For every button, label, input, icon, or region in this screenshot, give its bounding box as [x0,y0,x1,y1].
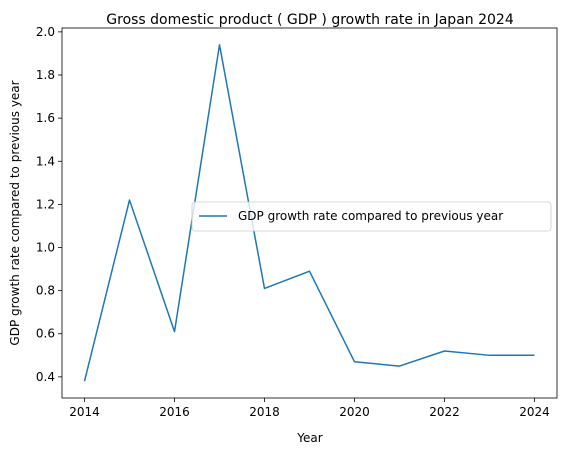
x-tick-label: 2022 [429,405,460,419]
data-point-2022 [443,350,446,353]
y-axis-label: GDP growth rate compared to previous yea… [8,80,22,345]
data-point-2023 [488,354,491,357]
plot-frame [61,27,558,399]
chart-title: Gross domestic product ( GDP ) growth ra… [106,12,514,28]
series-layer [83,43,536,383]
x-tick-label: 2020 [339,405,370,419]
y-tick-label: 1.8 [36,68,55,82]
x-tick-label: 2016 [159,405,190,419]
y-tick-label: 1.2 [36,197,55,211]
y-tick-label: 0.8 [36,284,55,298]
data-point-2018 [263,287,266,290]
data-point-2017 [218,43,221,46]
y-tick-label: 1.4 [36,154,55,168]
x-tick-label: 2018 [249,405,280,419]
data-point-2024 [533,354,536,357]
x-axis-label: Year [296,431,322,445]
data-point-2019 [308,270,311,273]
legend-box [191,201,552,232]
data-point-2014 [83,380,86,383]
data-point-2016 [173,330,176,333]
data-point-2020 [353,360,356,363]
y-tick-label: 2.0 [36,25,55,39]
y-axis-ticks: 0.4 0.6 0.8 1.0 1.2 1.4 1.6 1.8 2.0 [36,25,62,384]
data-point-2015 [128,199,131,202]
series-line-0 [83,44,535,382]
x-axis-ticks: 2014 2016 2018 2020 2022 2024 [69,398,550,419]
x-tick-label: 2014 [69,405,100,419]
y-tick-label: 0.6 [36,327,55,341]
legend-label: GDP growth rate compared to previous yea… [238,209,503,223]
y-tick-label: 1.0 [36,240,55,254]
x-tick-label: 2024 [519,405,550,419]
legend: GDP growth rate compared to previous yea… [191,201,552,232]
data-point-2021 [398,365,401,368]
plot-area: 2014 2016 2018 2020 2022 2024 0.4 0.6 0.8 1.0 1.2… [36,25,558,419]
y-tick-label: 0.4 [36,370,55,384]
y-tick-label: 1.6 [36,111,55,125]
